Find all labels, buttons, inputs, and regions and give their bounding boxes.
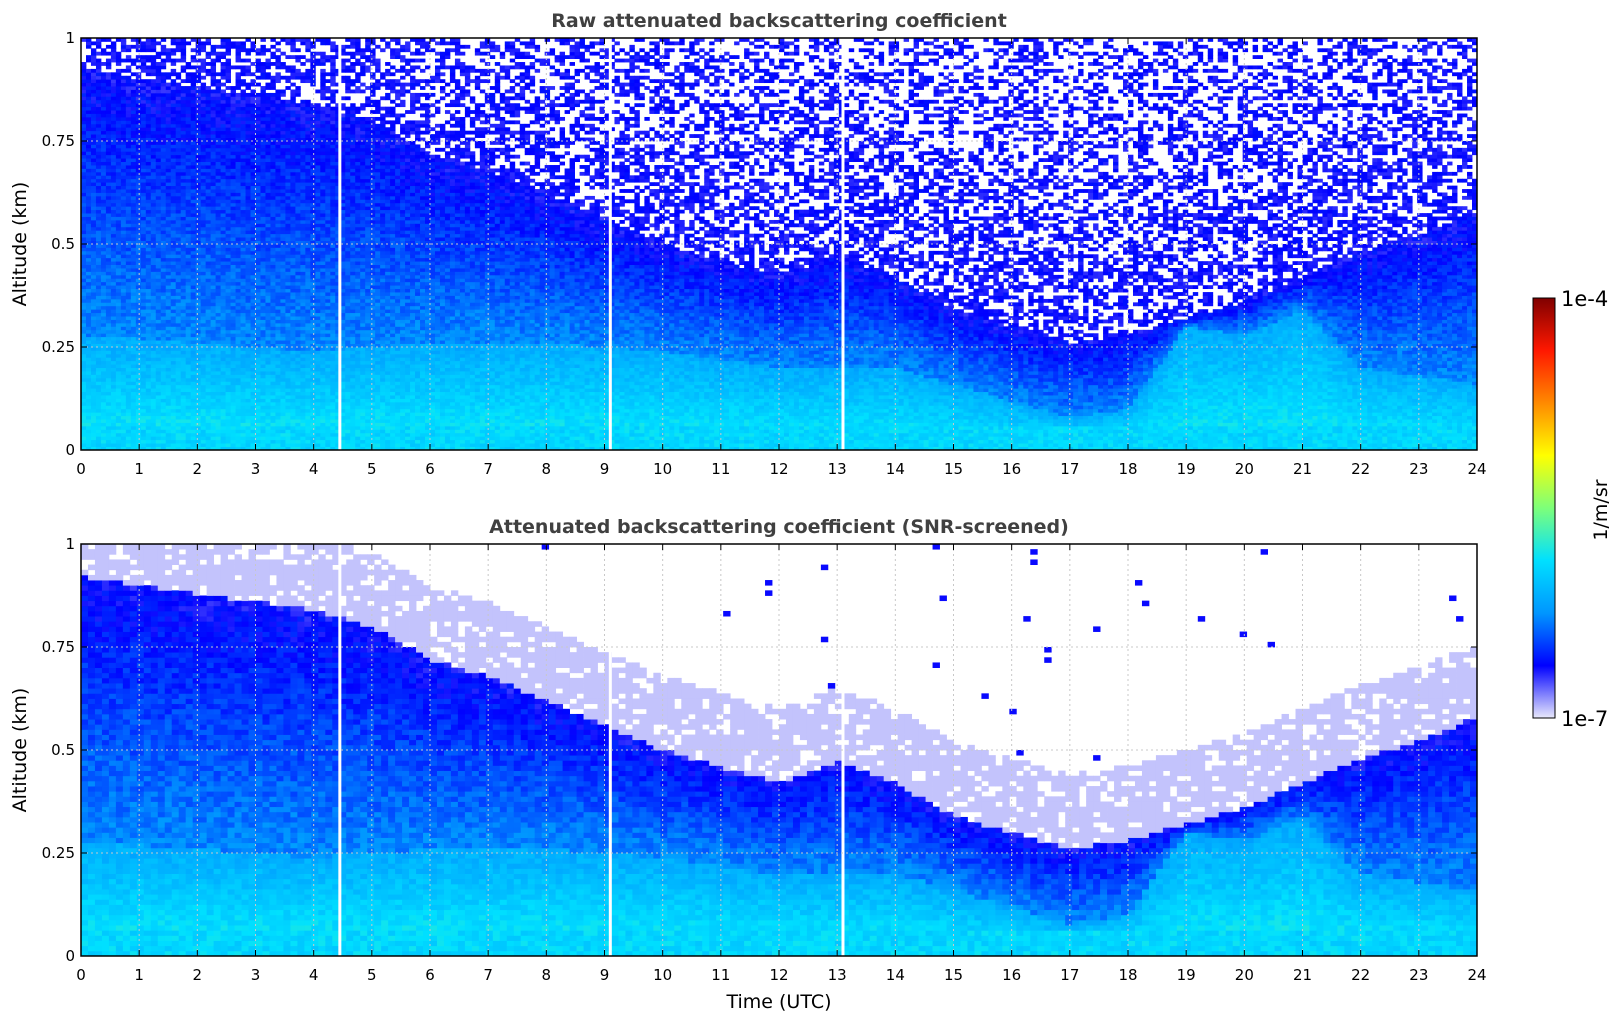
x-tick-label: 4 [309, 966, 319, 984]
x-tick-label: 8 [542, 460, 552, 478]
x-tick-label: 5 [367, 966, 377, 984]
x-tick-label: 17 [1060, 966, 1079, 984]
x-tick-label: 1 [134, 966, 144, 984]
x-tick-label: 16 [1002, 966, 1021, 984]
y-tick-label: 1 [65, 29, 75, 47]
x-tick-label: 10 [653, 460, 672, 478]
x-tick-label: 4 [309, 460, 319, 478]
x-tick-label: 24 [1467, 460, 1486, 478]
x-tick-label: 0 [76, 966, 86, 984]
x-tick-label: 19 [1177, 966, 1196, 984]
panel-screened-grid [81, 544, 1477, 956]
x-tick-label: 5 [367, 460, 377, 478]
x-tick-label: 19 [1177, 460, 1196, 478]
y-tick-label: 0.5 [51, 741, 75, 759]
x-tick-label: 7 [483, 966, 493, 984]
x-tick-label: 18 [1118, 966, 1137, 984]
x-tick-label: 21 [1293, 966, 1312, 984]
x-tick-label: 23 [1409, 460, 1428, 478]
y-tick-label: 0 [65, 947, 75, 965]
x-tick-label: 2 [193, 460, 203, 478]
y-tick-label: 1 [65, 535, 75, 553]
colorbar-gradient [1532, 297, 1556, 719]
data-gap-0 [338, 38, 342, 450]
panel-raw-ylabel: Altitude (km) [9, 182, 31, 307]
panel-screened-ylabel: Altitude (km) [9, 688, 31, 813]
x-tick-label: 22 [1351, 966, 1370, 984]
x-tick-label: 2 [193, 966, 203, 984]
x-tick-label: 12 [769, 460, 788, 478]
x-tick-label: 7 [483, 460, 493, 478]
panel-raw: Raw attenuated backscattering coefficien… [9, 10, 1487, 478]
y-tick-label: 0.25 [42, 844, 75, 862]
panel-raw-grid [81, 38, 1477, 450]
x-tick-label: 13 [828, 966, 847, 984]
data-gap-1 [608, 38, 612, 450]
y-tick-label: 0.25 [42, 338, 75, 356]
x-tick-label: 18 [1118, 460, 1137, 478]
colorbar-max-label: 1e-4 [1561, 287, 1608, 311]
colorbar-min-label: 1e-7 [1561, 707, 1608, 731]
x-tick-label: 13 [828, 460, 847, 478]
x-tick-label: 1 [134, 460, 144, 478]
x-tick-label: 6 [425, 966, 435, 984]
x-tick-label: 23 [1409, 966, 1428, 984]
x-tick-label: 22 [1351, 460, 1370, 478]
panel-screened-heatmap [81, 544, 1477, 956]
colorbar: 1e-4 1e-7 1/m/sr [1532, 287, 1612, 731]
x-tick-label: 17 [1060, 460, 1079, 478]
y-tick-label: 0.75 [42, 132, 75, 150]
panel-screened: Attenuated backscattering coefficient (S… [9, 516, 1487, 1013]
panel-screened-xlabel: Time (UTC) [725, 991, 831, 1013]
panel-raw-x-ticks: 0 1 2 3 4 5 6 7 8 9 10 11 12 13 14 15 16 17 18 19 20 21 22 23 24 [76, 38, 1487, 478]
x-tick-label: 11 [711, 460, 730, 478]
colorbar-unit-label: 1/m/sr [1590, 479, 1612, 540]
y-tick-label: 0.75 [42, 638, 75, 656]
x-tick-label: 21 [1293, 460, 1312, 478]
x-tick-label: 16 [1002, 460, 1021, 478]
x-tick-label: 20 [1235, 966, 1254, 984]
data-gap-1 [608, 544, 612, 956]
x-tick-label: 15 [944, 460, 963, 478]
y-tick-label: 0 [65, 441, 75, 459]
x-tick-label: 0 [76, 460, 86, 478]
x-tick-label: 12 [769, 966, 788, 984]
x-tick-label: 3 [251, 460, 261, 478]
x-tick-label: 9 [600, 966, 610, 984]
x-tick-label: 10 [653, 966, 672, 984]
x-tick-label: 14 [886, 966, 905, 984]
panel-raw-title: Raw attenuated backscattering coefficien… [551, 10, 1007, 32]
panel-raw-y-ticks: 0 0.25 0.5 0.75 1 [42, 29, 1477, 459]
x-tick-label: 20 [1235, 460, 1254, 478]
panel-screened-y-ticks: 0 0.25 0.5 0.75 1 [42, 535, 1477, 965]
x-tick-label: 11 [711, 966, 730, 984]
panel-screened-x-ticks: 0 1 2 3 4 5 6 7 8 9 10 11 12 13 14 15 16 17 18 19 20 21 22 23 24 [76, 544, 1487, 984]
x-tick-label: 24 [1467, 966, 1486, 984]
panel-raw-heatmap [81, 38, 1477, 450]
panel-screened-title: Attenuated backscattering coefficient (S… [489, 516, 1069, 538]
x-tick-label: 6 [425, 460, 435, 478]
x-tick-label: 3 [251, 966, 261, 984]
y-tick-label: 0.5 [51, 235, 75, 253]
x-tick-label: 14 [886, 460, 905, 478]
x-tick-label: 15 [944, 966, 963, 984]
data-gap-0 [338, 544, 342, 956]
x-tick-label: 8 [542, 966, 552, 984]
x-tick-label: 9 [600, 460, 610, 478]
